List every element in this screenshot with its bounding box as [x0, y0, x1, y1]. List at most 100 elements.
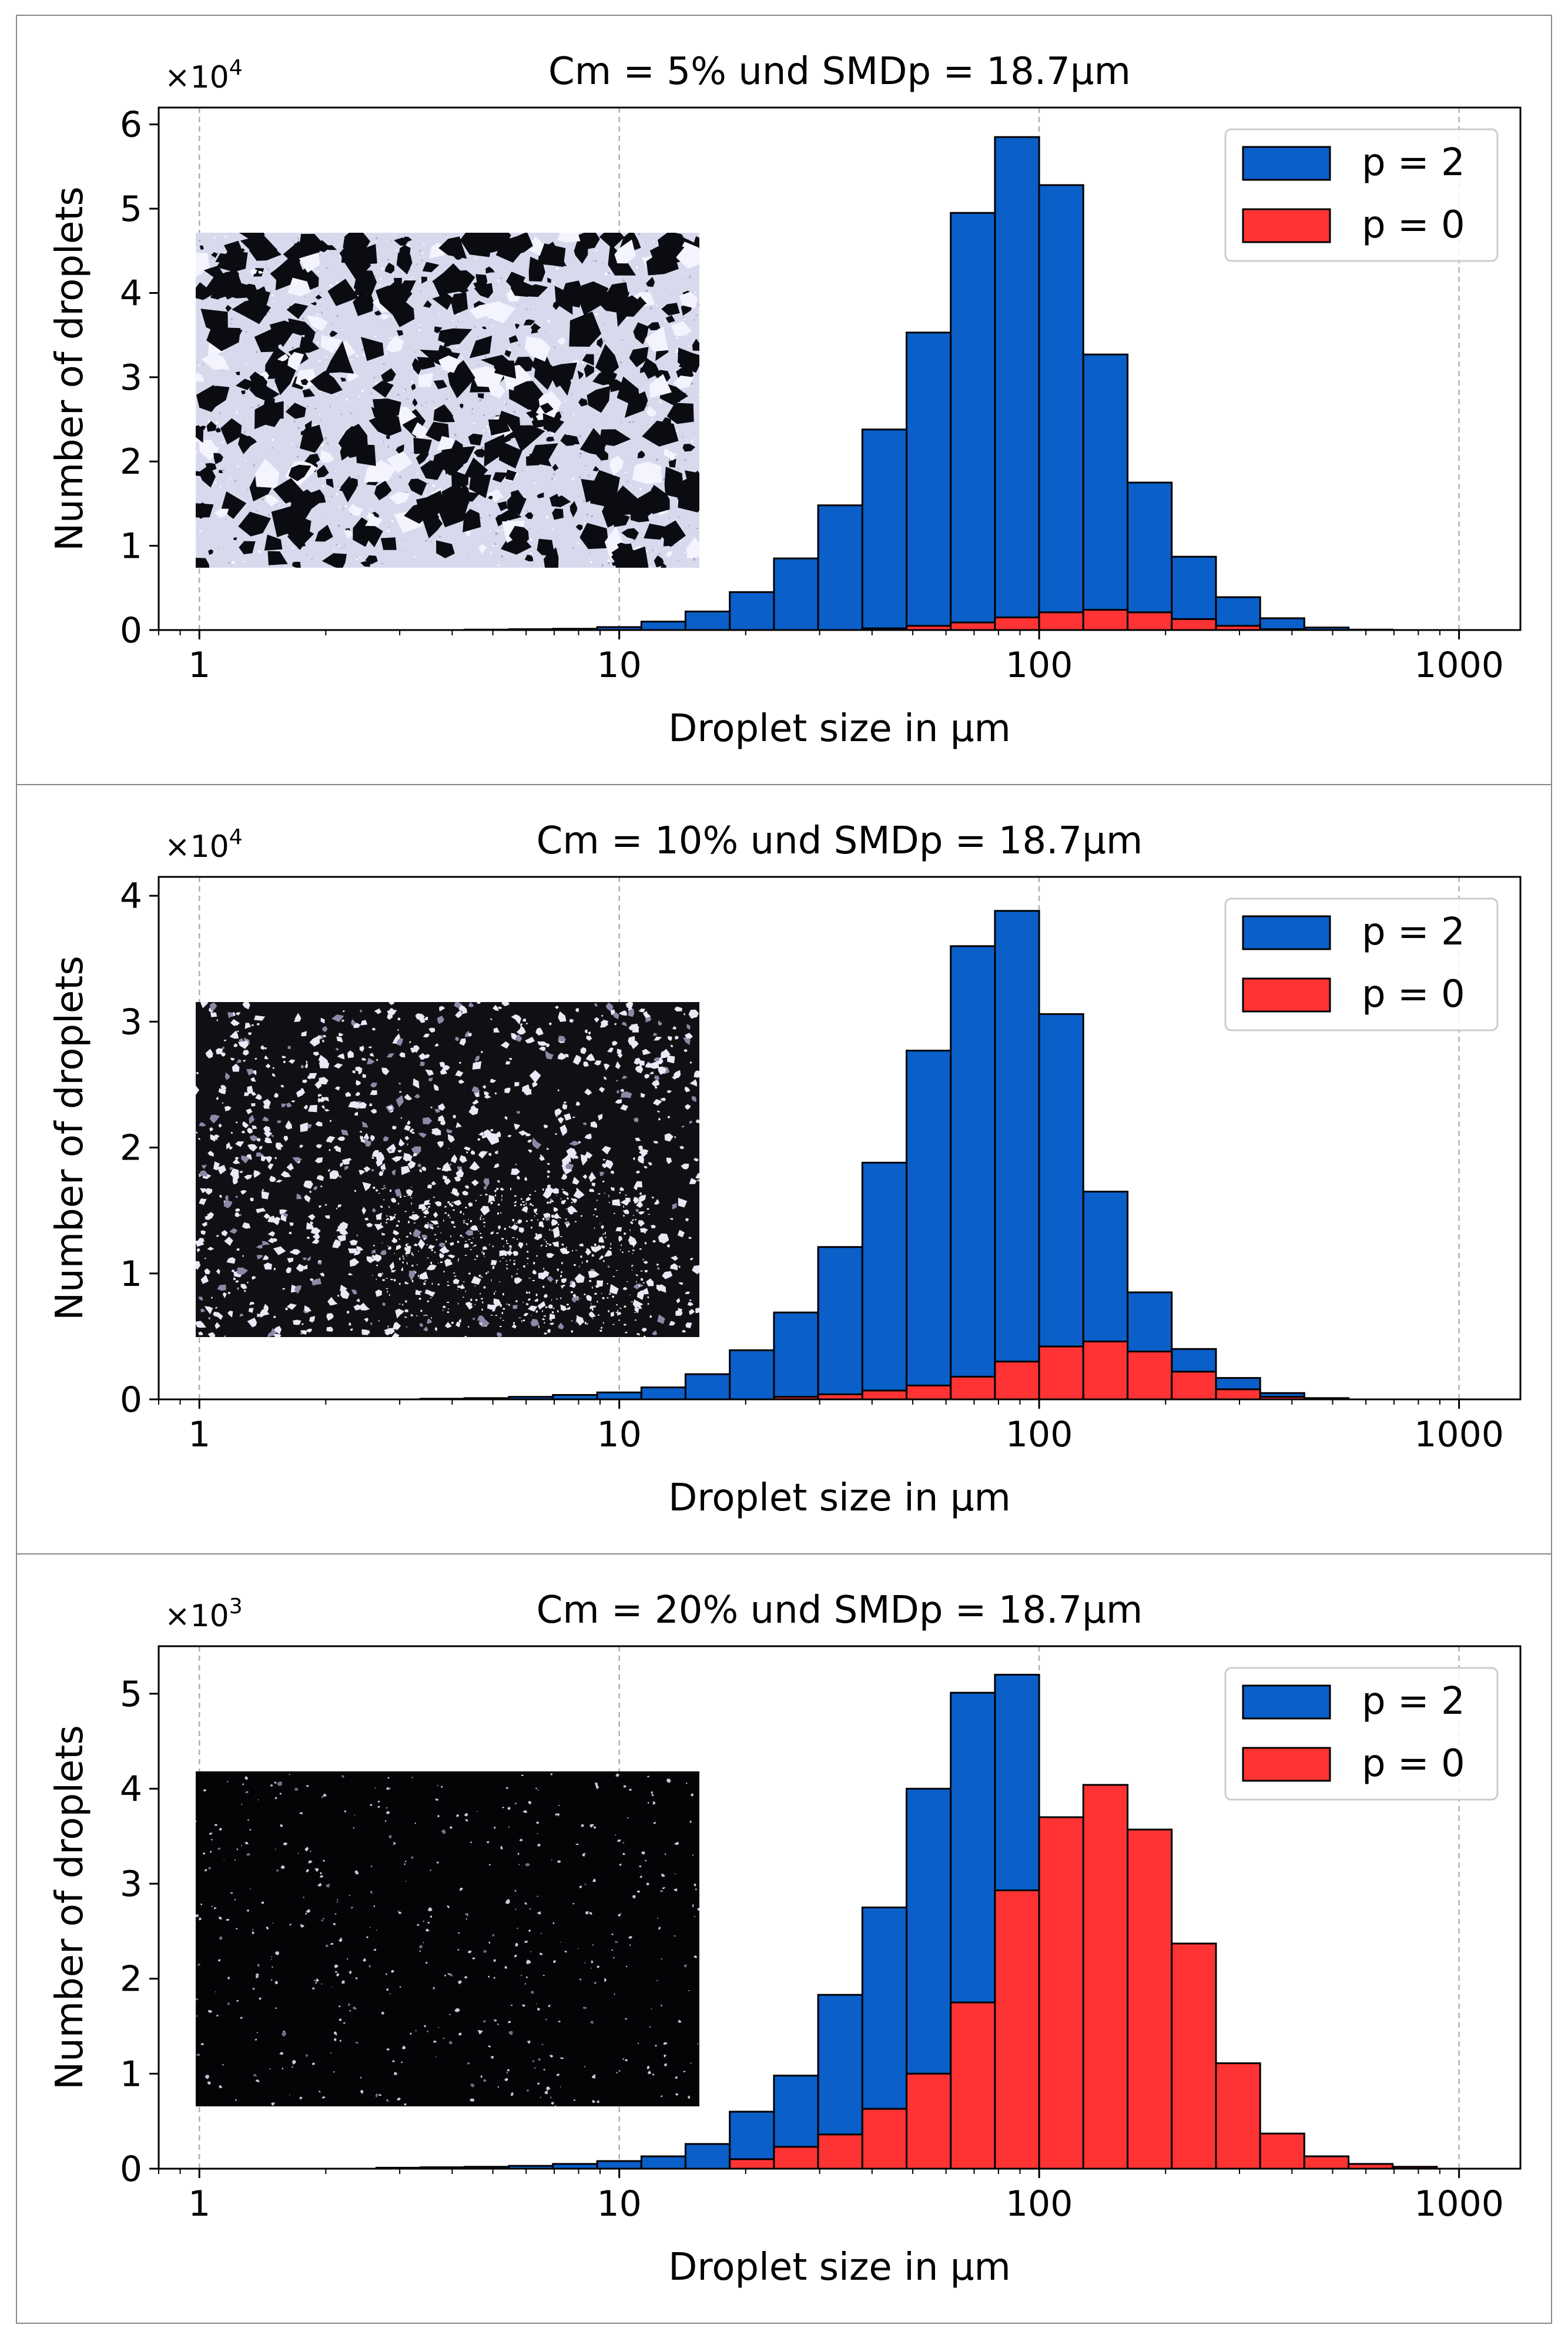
- bar: [1082, 353, 1129, 631]
- inset-micrograph: [196, 1771, 699, 2106]
- bar: [906, 331, 952, 631]
- bar: [773, 557, 819, 631]
- y-axis-label: Number of droplets: [48, 956, 92, 1320]
- bar: [1303, 2155, 1350, 2170]
- bar: [1038, 1345, 1084, 1401]
- bar: [906, 1384, 952, 1401]
- x-tick-label: 1000: [1414, 1414, 1504, 1455]
- legend-swatch: [1242, 146, 1331, 181]
- y-tick-label: 3: [120, 1864, 142, 1905]
- series-p2: [419, 910, 1350, 1401]
- bar: [684, 2143, 731, 2170]
- bar: [817, 2133, 863, 2170]
- bar: [640, 1386, 686, 1401]
- y-tick-label: 0: [120, 2149, 142, 2190]
- bar: [1171, 1942, 1217, 2170]
- legend: p = 2 p = 0: [1224, 128, 1499, 262]
- y-tick-label: 6: [120, 105, 142, 146]
- panel-border: [16, 1553, 1552, 2324]
- x-axis-label: Droplet size in µm: [668, 2246, 1011, 2289]
- bar: [817, 1246, 863, 1401]
- chart-panel-3: 1 10 100 1000 0 1 2 3 4 5 ×103 Cm = 20% und SMDp = …: [16, 1553, 1552, 2324]
- bar: [640, 621, 686, 631]
- chart-panel-1: 1 10 100 1000 0 1 2 3 4 5 6 ×104 Cm = 5% und SMDp = …: [16, 15, 1552, 785]
- bar: [994, 1889, 1040, 2170]
- y-offset-multiplier: ×104: [165, 56, 243, 95]
- x-tick-label: 100: [1006, 645, 1073, 686]
- bar: [1038, 611, 1084, 631]
- legend-swatch: [1242, 208, 1331, 243]
- y-tick-label: 0: [120, 610, 142, 651]
- bar: [906, 1050, 952, 1401]
- x-tick-label: 10: [597, 645, 642, 686]
- y-axis-label: Number of droplets: [48, 186, 92, 551]
- legend-entry-label: p = 2: [1362, 1680, 1465, 1723]
- y-tick-label: 2: [120, 441, 142, 483]
- bar: [729, 591, 775, 631]
- inset-micrograph: [196, 1002, 699, 1337]
- y-tick-label: 4: [120, 273, 142, 314]
- bar: [1127, 1351, 1173, 1401]
- y-tick-label: 3: [120, 1001, 142, 1043]
- bar: [861, 428, 908, 631]
- bar: [861, 1389, 908, 1401]
- bar: [773, 2146, 819, 2170]
- bar: [1082, 609, 1129, 631]
- bar: [950, 2001, 996, 2170]
- x-tick-label: 1: [188, 645, 210, 686]
- bar: [596, 2160, 642, 2170]
- bar: [994, 1361, 1040, 1401]
- bar: [729, 1349, 775, 1401]
- y-tick-label: 1: [120, 1254, 142, 1295]
- x-tick-label: 10: [597, 1414, 642, 1455]
- axes-frame: [158, 876, 1522, 1401]
- series-p2: [463, 136, 1394, 631]
- bar: [1127, 611, 1173, 631]
- legend-entry-label: p = 0: [1362, 1742, 1465, 1785]
- bar: [906, 2072, 952, 2170]
- y-offset-multiplier: ×103: [165, 1594, 243, 1634]
- bar: [1038, 1013, 1084, 1401]
- bar: [1259, 2132, 1305, 2170]
- legend: p = 2 p = 0: [1224, 1667, 1499, 1801]
- x-tick-label: 1: [188, 2183, 210, 2225]
- bar: [861, 1161, 908, 1401]
- legend-swatch: [1242, 1747, 1331, 1782]
- x-tick-label: 1: [188, 1414, 210, 1455]
- bar: [950, 212, 996, 631]
- chart-title: Cm = 20% und SMDp = 18.7µm: [537, 1589, 1143, 1632]
- x-tick-label: 1000: [1414, 2183, 1504, 2225]
- bar: [1215, 2062, 1261, 2170]
- bar: [1038, 1816, 1084, 2170]
- legend: p = 2 p = 0: [1224, 897, 1499, 1031]
- legend-entry-label: p = 0: [1362, 203, 1465, 247]
- x-axis-label: Droplet size in µm: [668, 1476, 1011, 1520]
- bar: [1259, 617, 1305, 631]
- bar: [1082, 1340, 1129, 1401]
- x-tick-label: 1000: [1414, 645, 1504, 686]
- bar: [773, 1311, 819, 1401]
- chart-panel-2: 1 10 100 1000 0 1 2 3 4 ×104 Cm = 10% und SMDp = 1…: [16, 784, 1552, 1555]
- bar: [596, 1391, 642, 1401]
- bar: [1171, 618, 1217, 631]
- bar: [994, 616, 1040, 631]
- y-tick-label: 2: [120, 1959, 142, 2000]
- y-offset-multiplier: ×104: [165, 825, 243, 865]
- bar: [684, 610, 731, 631]
- y-tick-label: 5: [120, 189, 142, 230]
- bar: [1171, 555, 1217, 631]
- bar: [950, 945, 996, 1401]
- bar: [994, 910, 1040, 1401]
- y-tick-label: 4: [120, 1768, 142, 1810]
- axes-frame: [158, 1645, 1522, 2170]
- y-axis-label: Number of droplets: [48, 1725, 92, 2089]
- x-tick-label: 10: [597, 2183, 642, 2225]
- bar: [861, 2108, 908, 2170]
- y-tick-label: 1: [120, 2053, 142, 2095]
- bar: [1127, 481, 1173, 631]
- bar: [1127, 1828, 1173, 2170]
- legend-entry-label: p = 2: [1362, 910, 1465, 954]
- bar: [640, 2155, 686, 2170]
- legend-swatch: [1242, 977, 1331, 1013]
- legend-swatch: [1242, 1684, 1331, 1720]
